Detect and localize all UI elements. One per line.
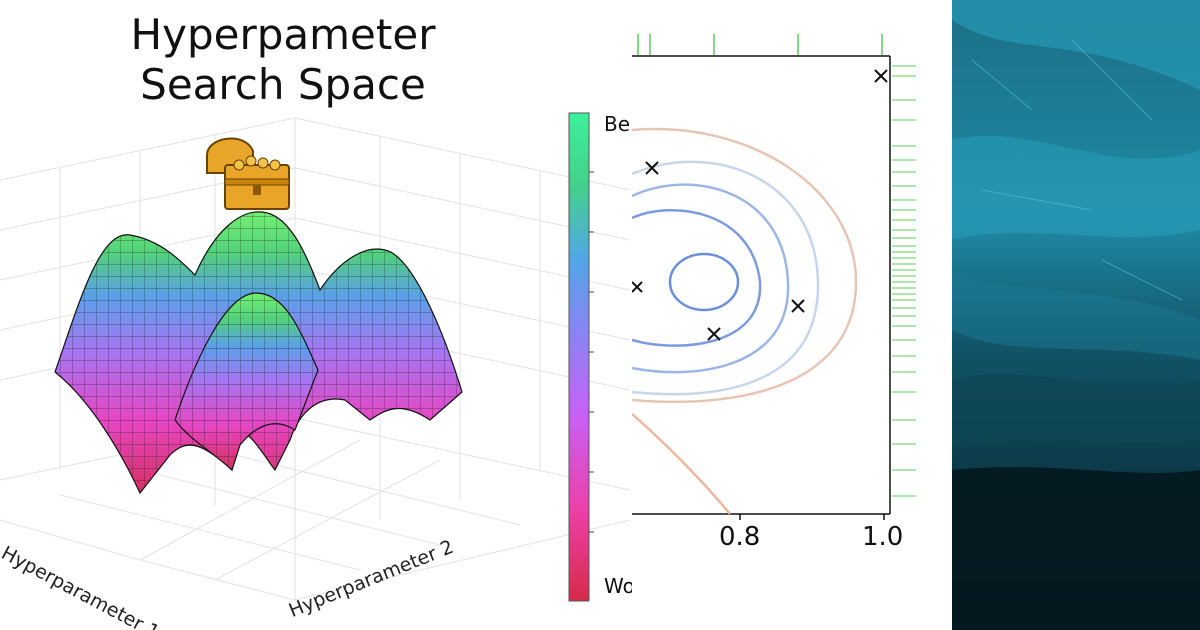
contour-lines [632, 127, 858, 515]
x-tick-1-0: 1.0 [862, 522, 904, 552]
contour-plot [632, 34, 916, 520]
contour-panel: 0.8 1.0 [632, 0, 952, 630]
title-line-1: Hyperpameter [130, 10, 436, 59]
title-line-2: Search Space [140, 60, 426, 109]
colorbar [568, 112, 594, 602]
ice-cave-photo [952, 0, 1200, 630]
surface-mesh [54, 211, 463, 495]
right-rug [892, 65, 916, 497]
colorbar-top-label: Be [604, 112, 631, 136]
page-title: Hyperpameter Search Space [118, 6, 448, 114]
x-ticks [739, 514, 885, 520]
surface-plot [0, 117, 631, 601]
ice-cave-image [952, 0, 1200, 630]
treasure-chest-icon [206, 137, 290, 210]
surface-panel: Hyperpameter Search Space Hyperparameter… [0, 6, 632, 630]
sample-markers [632, 69, 888, 341]
x-tick-0-8: 0.8 [719, 522, 761, 552]
top-rug [637, 34, 883, 55]
colorbar-bottom-label: Wo [604, 574, 632, 598]
